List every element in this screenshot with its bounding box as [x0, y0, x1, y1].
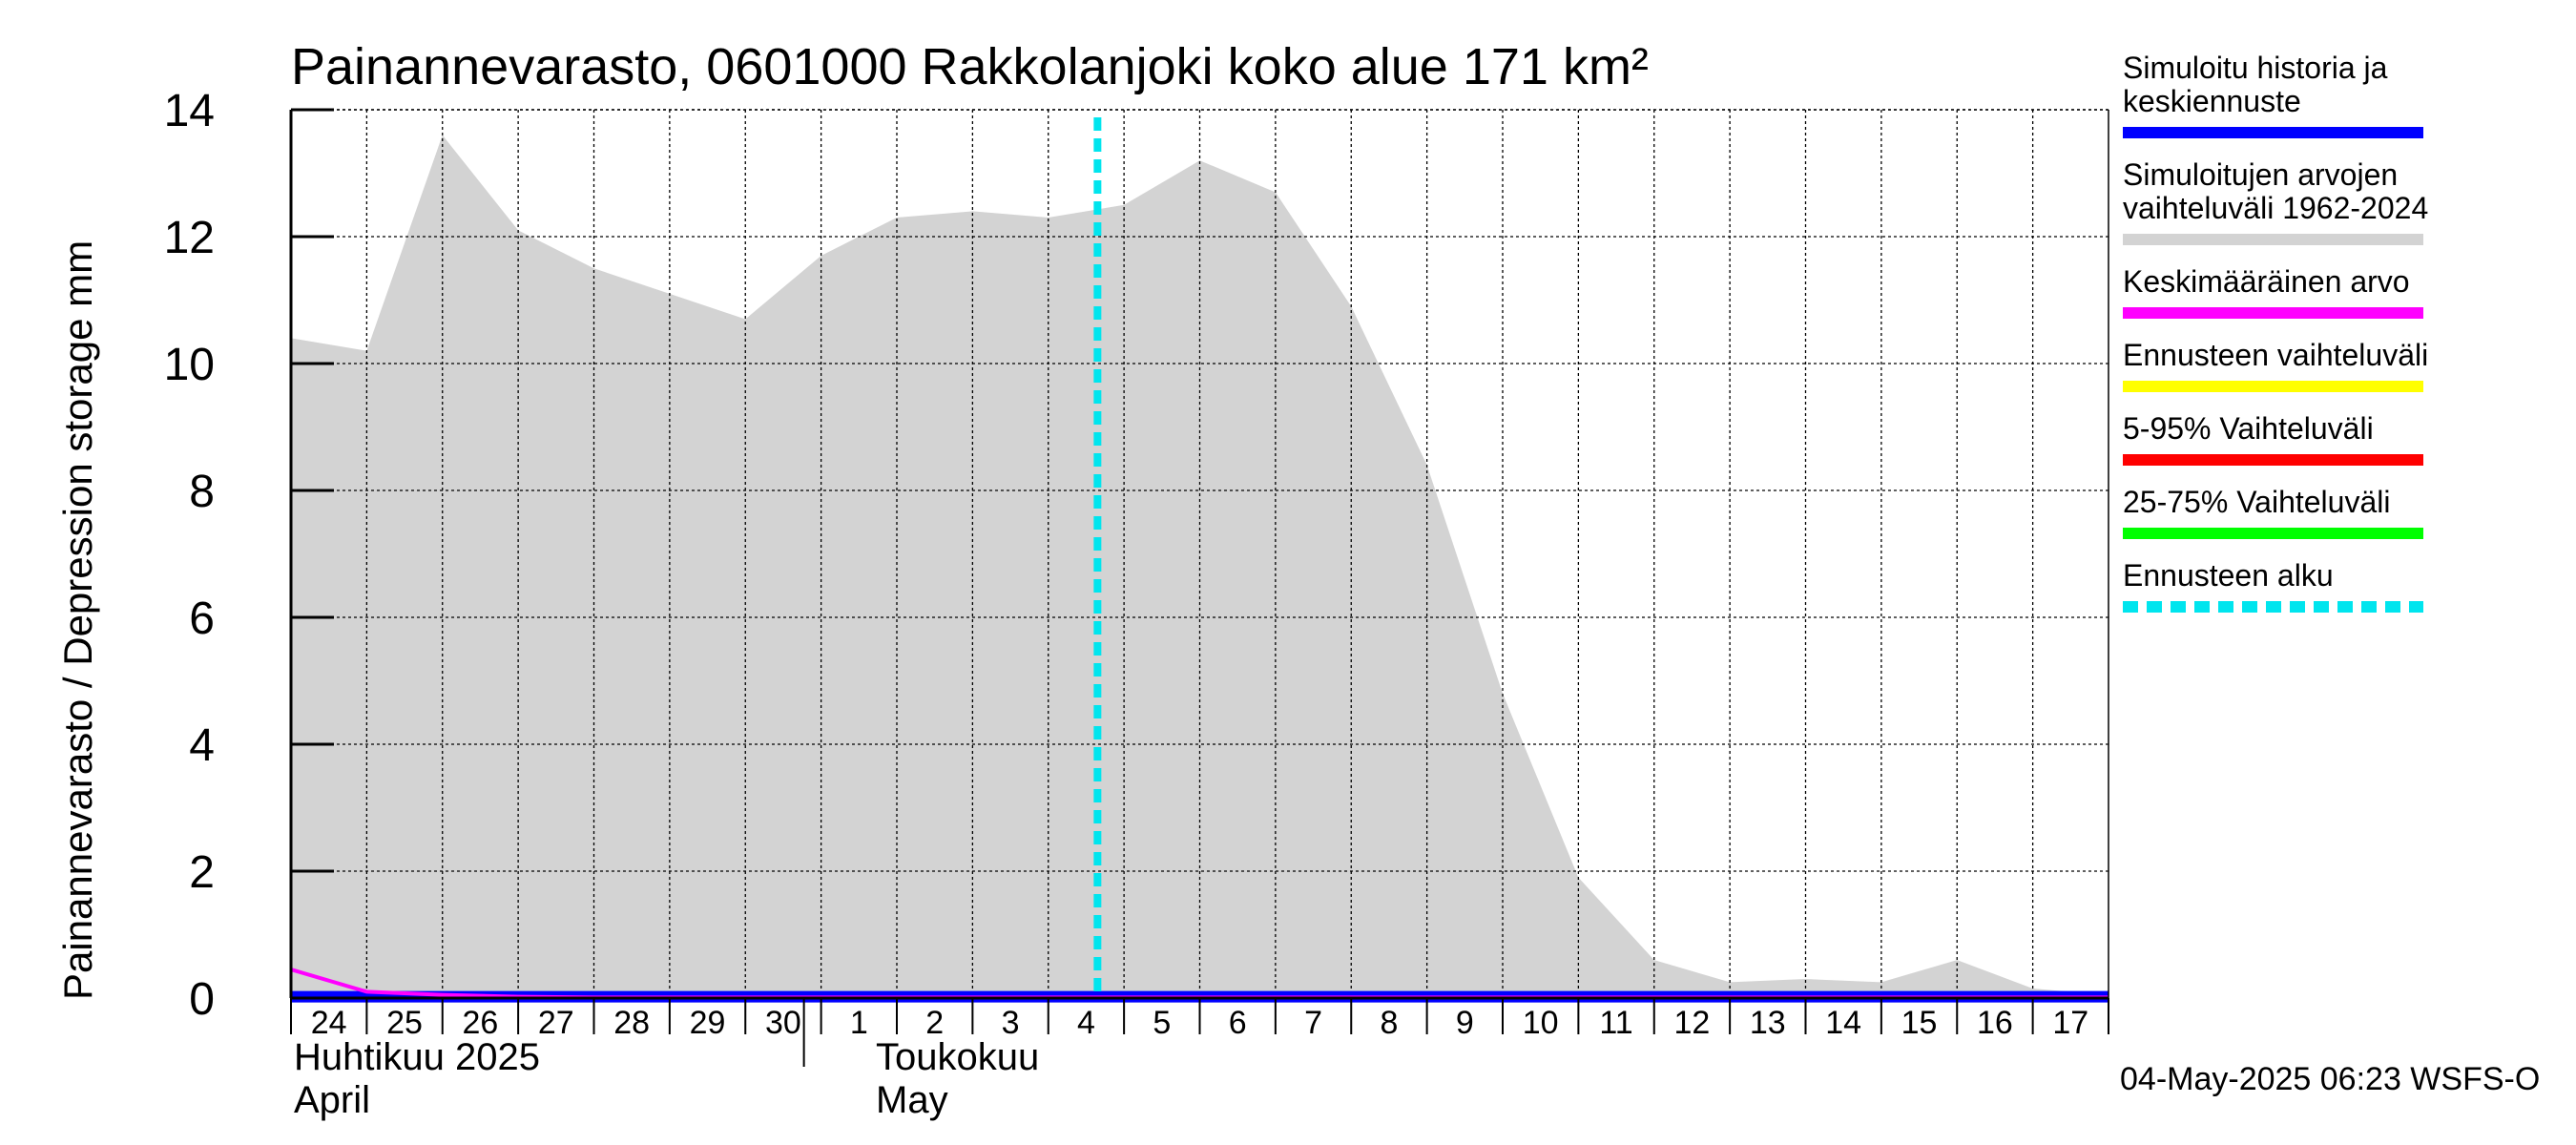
x-tick-label: 4 — [1077, 1005, 1095, 1041]
y-tick-label: 6 — [189, 593, 215, 644]
legend-label: keskiennuste — [2123, 84, 2301, 118]
x-tick-label: 9 — [1456, 1005, 1474, 1041]
month-label-fi: Huhtikuu 2025 — [294, 1036, 540, 1078]
legend-label: Simuloitujen arvojen — [2123, 157, 2398, 192]
x-tick-label: 7 — [1304, 1005, 1322, 1041]
legend-label: Ennusteen vaihteluväli — [2123, 338, 2428, 372]
legend-label: 25-75% Vaihteluväli — [2123, 485, 2390, 519]
x-tick-label: 30 — [765, 1005, 801, 1041]
legend-label: Keskimääräinen arvo — [2123, 264, 2410, 299]
x-tick-label: 5 — [1153, 1005, 1171, 1041]
x-tick-label: 27 — [538, 1005, 574, 1041]
x-tick-label: 14 — [1825, 1005, 1861, 1041]
legend-label: vaihteluväli 1962-2024 — [2123, 191, 2428, 225]
x-tick-label: 3 — [1002, 1005, 1020, 1041]
legend-label: 5-95% Vaihteluväli — [2123, 411, 2374, 446]
x-tick-label: 12 — [1674, 1005, 1711, 1041]
x-tick-label: 28 — [613, 1005, 650, 1041]
x-tick-label: 11 — [1599, 1005, 1632, 1041]
legend-label: Ennusteen alku — [2123, 558, 2334, 593]
x-tick-label: 24 — [311, 1005, 347, 1041]
x-tick-label: 13 — [1750, 1005, 1786, 1041]
y-tick-label: 8 — [189, 467, 215, 517]
y-tick-label: 4 — [189, 720, 215, 771]
chart-title: Painannevarasto, 0601000 Rakkolanjoki ko… — [291, 38, 1649, 95]
y-tick-labels: 0 2 4 6 8 10 12 14 — [164, 86, 215, 1025]
axes-layer — [289, 108, 2109, 1067]
x-tick-label: 16 — [1977, 1005, 2013, 1041]
x-tick-label: 29 — [690, 1005, 726, 1041]
y-tick-label: 10 — [164, 340, 215, 390]
x-tick-label: 10 — [1523, 1005, 1559, 1041]
grid-layer — [291, 109, 2109, 999]
x-tick-label: 25 — [386, 1005, 423, 1041]
x-tick-label: 17 — [2052, 1005, 2088, 1041]
y-axis-label: Painannevarasto / Depression storage mm — [55, 240, 100, 1000]
x-tick-labels: 24 25 26 27 28 29 30 1 2 3 4 5 6 7 8 9 10 11 12 13 14 15 16 17 — [311, 1005, 2088, 1041]
x-tick-label: 1 — [850, 1005, 868, 1041]
x-tick-label: 8 — [1380, 1005, 1398, 1041]
footer-timestamp: 04-May-2025 06:23 WSFS-O — [2120, 1061, 2540, 1097]
y-tick-label: 2 — [189, 847, 215, 898]
y-tick-label: 14 — [164, 86, 215, 136]
y-tick-label: 0 — [189, 974, 215, 1025]
x-tick-label: 26 — [463, 1005, 499, 1041]
x-tick-label: 15 — [1901, 1005, 1938, 1041]
month-label-en: May — [876, 1079, 948, 1121]
month-label-fi: Toukokuu — [876, 1036, 1039, 1078]
x-tick-label: 6 — [1229, 1005, 1247, 1041]
x-tick-label: 2 — [925, 1005, 944, 1041]
month-label-en: April — [294, 1079, 370, 1121]
legend-label: Simuloitu historia ja — [2123, 51, 2388, 85]
y-tick-label: 12 — [164, 213, 215, 263]
